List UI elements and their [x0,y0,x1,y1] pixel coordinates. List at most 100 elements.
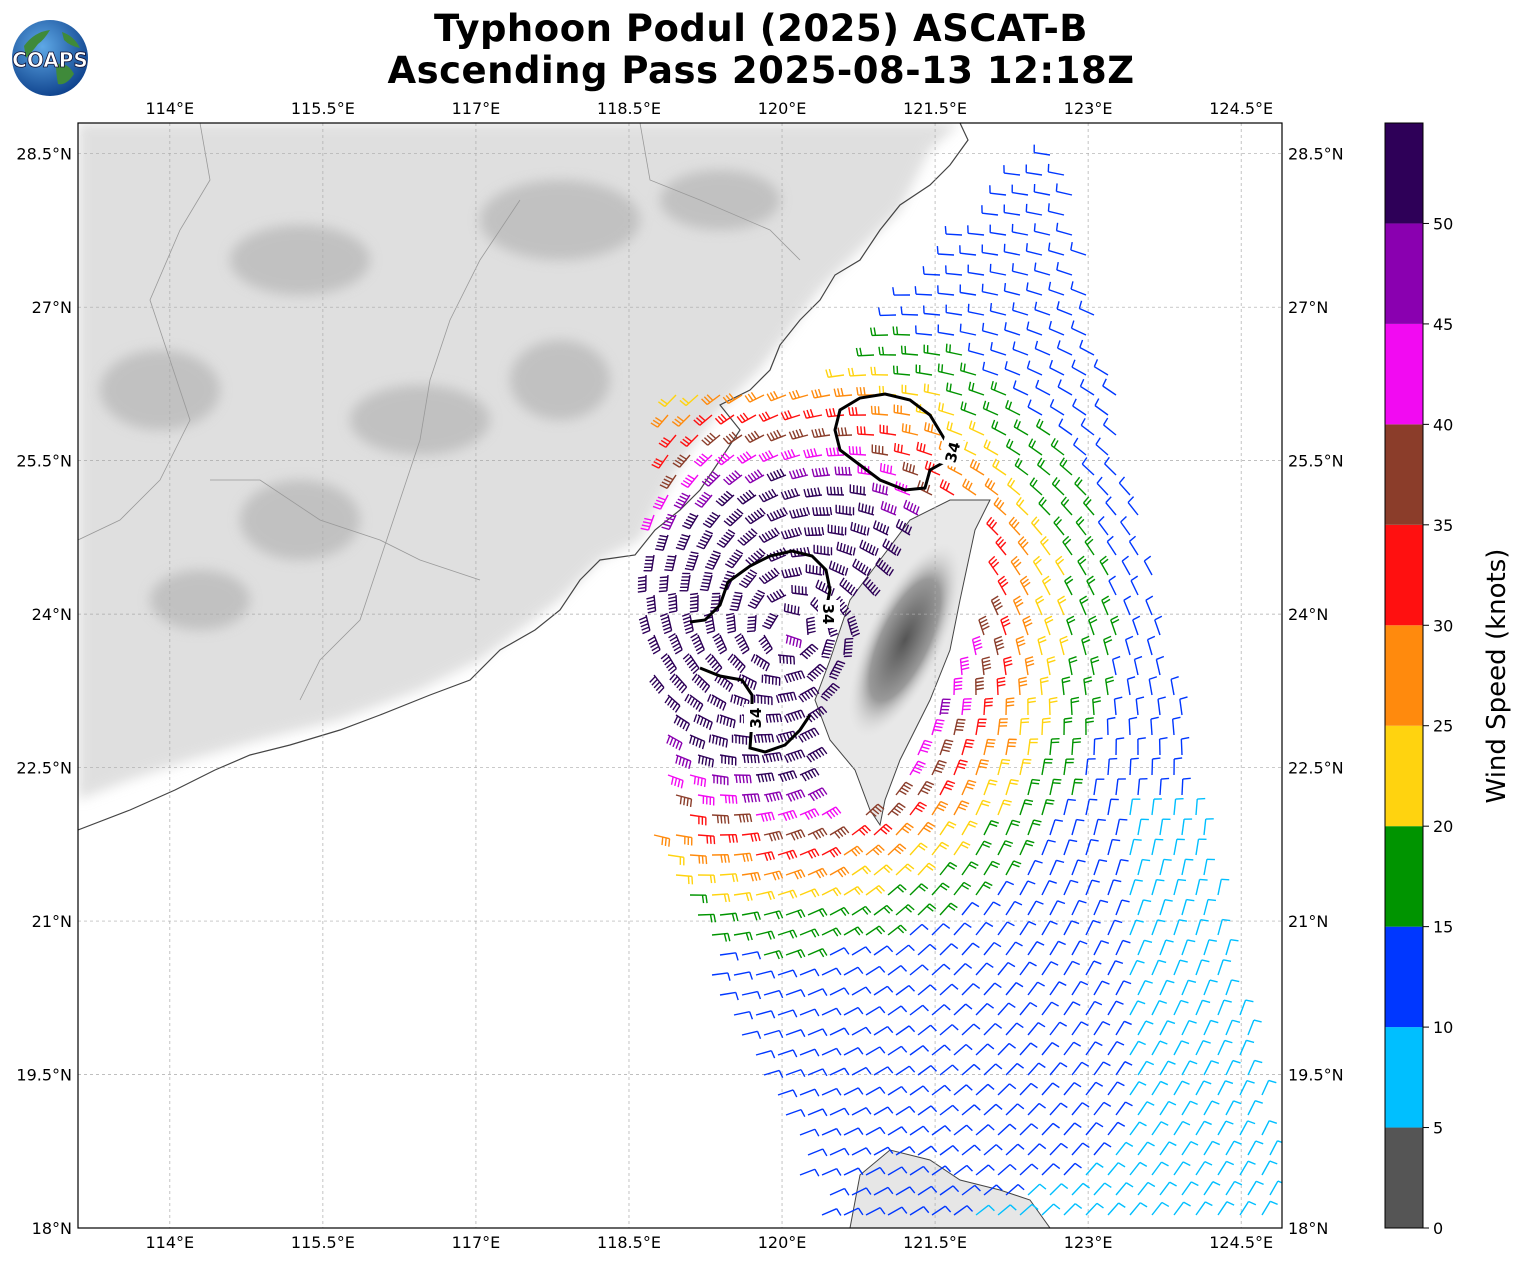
wind-barb [953,922,972,936]
wind-barb [1093,1020,1111,1036]
wind-barb [1217,1201,1235,1216]
wind-barb [937,285,955,296]
wind-barb [862,576,881,597]
colorbar-segment-1 [1385,1027,1423,1128]
wind-barb [1044,615,1054,636]
wind-barb [917,1185,938,1196]
wind-barb [922,305,941,316]
wind-barb [877,307,897,317]
wind-barb [1129,879,1143,896]
map-frame [77,122,1283,1229]
wind-barb [922,266,941,276]
wind-barb [807,1108,828,1117]
wind-barb [702,511,721,529]
contour-labels: 34 34 34 [744,435,967,732]
wind-barb [865,925,886,936]
wind-barb [851,1026,872,1036]
wind-barb [711,774,729,786]
wind-barb [961,1104,981,1116]
wind-barb [1203,858,1215,876]
wind-barb [1148,676,1158,696]
wind-barb [1180,736,1190,756]
wind-barb [715,452,735,466]
wind-barb [1070,241,1087,256]
lat-tick-label-left: 18°N [32,1219,72,1238]
lat-tick-label-right: 19.5°N [1288,1066,1344,1085]
wind-barb [975,677,984,696]
wind-barb [995,536,1007,556]
wind-barb [803,526,825,537]
wind-barb [1107,838,1121,856]
wind-barb [931,1205,952,1216]
wind-barb [931,1165,952,1176]
wind-barb [1005,779,1019,796]
wind-barb [651,454,669,469]
wind-barb [939,943,959,956]
wind-barb [1051,477,1065,496]
wind-barb [701,394,721,406]
wind-barb [961,738,975,756]
wind-barb [806,663,827,682]
wind-barb [1027,738,1039,756]
wind-barb [1093,359,1109,376]
wind-barb [755,890,776,900]
wind-barb [701,470,721,487]
wind-barb [807,787,828,802]
wind-barb [1029,477,1043,496]
wind-barb [997,799,1012,816]
wind-barb [1034,340,1051,356]
wind-barb [777,969,798,978]
wind-barb [938,402,955,416]
wind-barb [917,943,937,956]
wind-barb [1195,999,1211,1016]
wind-barb [865,803,885,817]
wind-barb [997,840,1014,856]
lon-tick-label-top: 124.5°E [1209,99,1273,118]
wind-barb [829,1147,850,1156]
wind-barb [689,734,706,750]
wind-barb [1070,281,1087,296]
wind-barb [1039,676,1049,696]
wind-barb [707,693,727,711]
wind-barb [807,867,828,879]
wind-barb [761,751,783,764]
wind-barb [694,491,713,508]
wind-barb [975,1043,995,1056]
wind-barb [1041,1122,1060,1136]
contour-label-west: 34 [819,604,837,625]
wind-barb [1129,757,1139,776]
wind-barb [1088,615,1098,636]
wind-barb [981,283,999,296]
wind-barb [788,467,809,480]
wind-barb [961,1144,981,1156]
colorbar-segment-5 [1385,625,1423,726]
wind-barb [788,428,809,440]
wind-barb [1181,818,1193,836]
wind-barb [737,528,758,546]
wind-barb [1173,878,1187,896]
wind-barb [895,1025,916,1036]
wind-barb [736,451,757,464]
wind-barb [937,324,955,336]
wind-barb [766,468,787,482]
wind-barb [821,1127,842,1136]
wind-barb [1151,838,1164,856]
wind-barb [1195,1160,1213,1176]
wind-barb [1027,981,1045,996]
wind-barb [939,1064,959,1076]
wind-barb [1063,1041,1081,1056]
wind-barb [821,887,842,897]
wind-barb [691,673,711,693]
wind-barb [1090,655,1100,676]
wind-barb [1093,1061,1111,1076]
wind-barb [741,754,760,764]
wind-barb [997,880,1015,896]
wind-barb [931,1004,951,1016]
wind-barb [865,965,886,976]
wind-barb [1035,418,1051,436]
wind-barb [1225,1019,1241,1036]
wind-barb [843,1006,864,1016]
wind-barb [1159,1100,1177,1116]
wind-barb [1041,717,1051,736]
wind-barb [1027,1022,1046,1036]
